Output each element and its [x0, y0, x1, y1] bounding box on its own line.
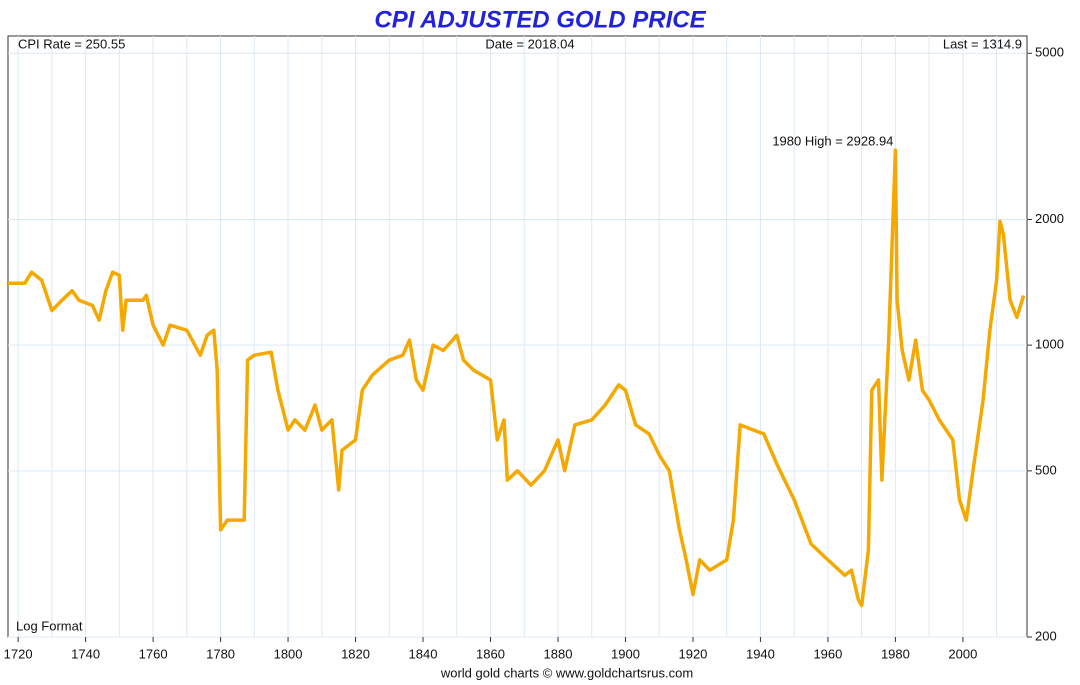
x-tick-label: 2000 — [948, 646, 977, 661]
date-label: Date = 2018.04 — [485, 36, 574, 51]
y-tick-label: 5000 — [1035, 45, 1064, 60]
x-tick-label: 1740 — [71, 646, 100, 661]
plot-frame — [7, 35, 1028, 638]
high-annotation: 1980 High = 2928.94 — [772, 134, 893, 149]
x-tick-label: 1980 — [881, 646, 910, 661]
chart-title: CPI ADJUSTED GOLD PRICE — [374, 6, 706, 33]
y-tick-label: 500 — [1035, 462, 1057, 477]
source-label: world gold charts © www.goldchartsrus.co… — [440, 665, 693, 680]
last-label: Last = 1314.9 — [943, 36, 1022, 51]
y-tick-label: 200 — [1035, 628, 1057, 643]
price-line — [8, 148, 1026, 608]
x-tick-label: 1720 — [4, 646, 33, 661]
y-tick-label: 2000 — [1035, 211, 1064, 226]
x-tick-label: 1800 — [274, 646, 303, 661]
x-tick-label: 1860 — [476, 646, 505, 661]
format-label: Log Format — [16, 618, 83, 633]
cpi-label: CPI Rate = 250.55 — [18, 36, 125, 51]
x-tick-label: 1960 — [813, 646, 842, 661]
x-tick-label: 1780 — [206, 646, 235, 661]
x-tick-label: 1940 — [746, 646, 775, 661]
y-tick-label: 1000 — [1035, 337, 1064, 352]
x-tick-label: 1840 — [409, 646, 438, 661]
x-tick-label: 1920 — [678, 646, 707, 661]
x-tick-label: 1900 — [611, 646, 640, 661]
x-tick-label: 1880 — [544, 646, 573, 661]
x-tick-label: 1820 — [341, 646, 370, 661]
x-tick-label: 1760 — [139, 646, 168, 661]
